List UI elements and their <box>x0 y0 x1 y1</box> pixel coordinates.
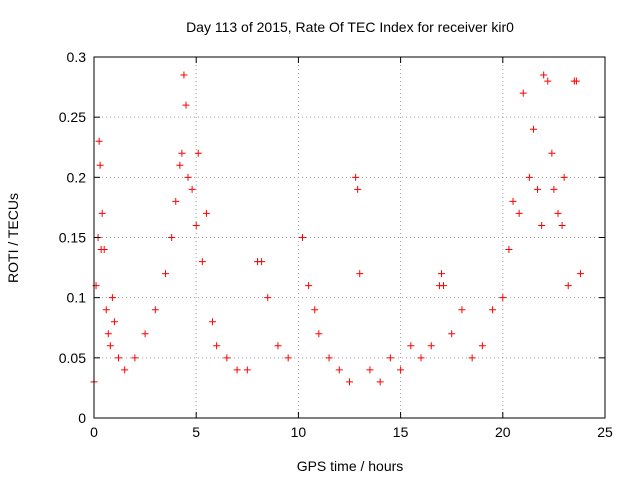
data-point <box>274 342 282 350</box>
data-point <box>100 246 108 254</box>
data-point <box>354 185 362 193</box>
data-points <box>90 71 584 386</box>
data-point <box>98 209 106 217</box>
data-point <box>192 221 200 229</box>
x-tick-label: 15 <box>393 424 409 440</box>
y-tick-label: 0.25 <box>59 109 86 125</box>
x-tick-label: 0 <box>90 424 98 440</box>
data-point <box>188 185 196 193</box>
data-point <box>141 330 149 338</box>
data-point <box>468 354 476 362</box>
data-point <box>489 306 497 314</box>
x-tick-label: 5 <box>192 424 200 440</box>
data-point <box>96 161 104 169</box>
data-point <box>258 258 266 266</box>
data-point <box>560 173 568 181</box>
data-point <box>397 366 405 374</box>
grid-lines <box>94 57 605 418</box>
data-point <box>106 342 114 350</box>
data-point <box>509 197 517 205</box>
x-tick-label: 20 <box>495 424 511 440</box>
data-point <box>95 137 103 145</box>
data-point <box>223 354 231 362</box>
data-point <box>437 270 445 278</box>
data-point <box>478 342 486 350</box>
data-point <box>180 71 188 79</box>
data-point <box>284 354 292 362</box>
data-point <box>325 354 333 362</box>
data-point <box>550 185 558 193</box>
data-point <box>184 173 192 181</box>
data-point <box>311 306 319 314</box>
y-tick-label: 0.2 <box>67 169 87 185</box>
x-tick-label: 25 <box>597 424 613 440</box>
data-point <box>427 342 435 350</box>
data-point <box>540 71 548 79</box>
data-point <box>386 354 394 362</box>
data-point <box>499 294 507 302</box>
data-point <box>298 234 306 241</box>
y-tick-label: 0.1 <box>67 290 87 306</box>
data-point <box>108 294 116 302</box>
axis-ticks: 0 5 10 15 20 25 0 0.05 0.1 0.15 0.2 0.25 0.3 <box>59 49 613 440</box>
y-tick-label: 0.05 <box>59 350 86 366</box>
data-point <box>115 354 123 362</box>
data-point <box>172 197 180 205</box>
x-tick-label: 10 <box>291 424 307 440</box>
data-point <box>182 101 190 109</box>
data-point <box>102 306 110 314</box>
data-point <box>529 125 537 133</box>
y-tick-label: 0.3 <box>67 49 87 65</box>
data-point <box>178 149 186 157</box>
data-point <box>376 378 384 386</box>
data-point <box>554 209 562 217</box>
data-point <box>168 234 176 241</box>
data-point <box>417 354 425 362</box>
data-point <box>264 294 272 302</box>
data-point <box>151 306 159 314</box>
data-point <box>440 282 448 290</box>
data-point <box>538 221 546 229</box>
data-point <box>176 161 184 169</box>
data-point <box>202 209 210 217</box>
data-point <box>448 330 456 338</box>
data-point <box>104 330 112 338</box>
data-point <box>198 258 206 266</box>
data-point <box>213 342 221 350</box>
data-point <box>558 221 566 229</box>
data-point <box>544 77 552 85</box>
data-point <box>356 270 364 278</box>
data-point <box>233 366 241 374</box>
y-tick-label: 0.15 <box>59 230 86 246</box>
data-point <box>335 366 343 374</box>
data-point <box>305 282 313 290</box>
data-point <box>194 149 202 157</box>
data-point <box>366 366 374 374</box>
data-point <box>209 318 217 326</box>
data-point <box>458 306 466 314</box>
data-point <box>576 270 584 278</box>
data-point <box>564 282 572 290</box>
data-point <box>352 173 360 181</box>
data-point <box>505 246 513 254</box>
data-point <box>572 77 580 85</box>
data-point <box>534 185 542 193</box>
data-point <box>121 366 129 374</box>
chart-title: Day 113 of 2015, Rate Of TEC Index for r… <box>186 19 514 35</box>
data-point <box>162 270 170 278</box>
data-point <box>548 149 556 157</box>
data-point <box>346 378 353 386</box>
data-point <box>515 209 523 217</box>
data-point <box>110 318 118 326</box>
data-point <box>525 173 533 181</box>
data-point <box>131 354 139 362</box>
data-point <box>519 89 527 97</box>
y-tick-label: 0 <box>78 410 86 426</box>
data-point <box>407 342 415 350</box>
y-axis-label: ROTI / TECUs <box>5 193 21 283</box>
data-point <box>243 366 251 374</box>
data-point <box>315 330 323 338</box>
x-axis-label: GPS time / hours <box>297 458 404 474</box>
